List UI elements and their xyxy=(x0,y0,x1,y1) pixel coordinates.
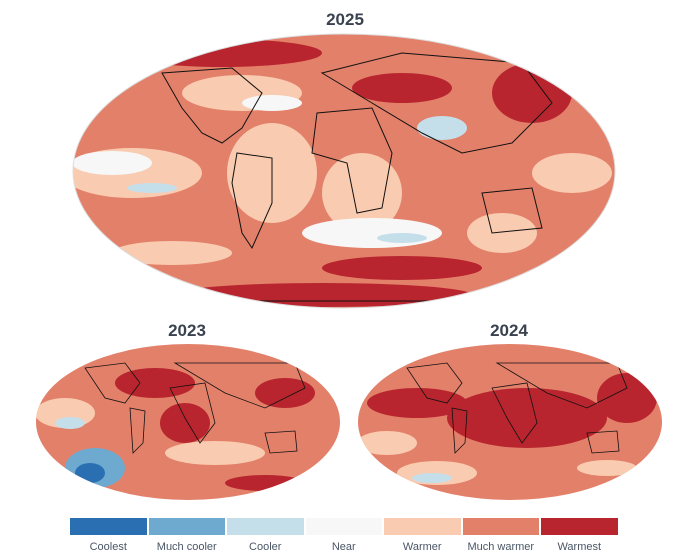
temperature-map-2025 xyxy=(72,33,616,309)
legend-swatch xyxy=(70,518,147,535)
legend-label: Much cooler xyxy=(156,541,217,553)
legend-label: Near xyxy=(331,541,356,553)
legend-swatch xyxy=(462,518,539,535)
legend-label: Much warmer xyxy=(467,541,535,553)
legend-label: Coolest xyxy=(89,541,127,553)
legend-swatch xyxy=(148,518,225,535)
legend-item-near: Near xyxy=(305,518,382,553)
legend-swatch xyxy=(305,518,382,535)
legend-item-much-warmer: Much warmer xyxy=(462,518,539,553)
legend-label: Cooler xyxy=(249,541,282,553)
legend-swatch xyxy=(227,518,304,535)
map-title-2024: 2024 xyxy=(490,321,528,340)
legend-item-much-cooler: Much cooler xyxy=(148,518,225,553)
temperature-map-2023 xyxy=(36,344,340,500)
legend-swatch xyxy=(541,518,618,535)
legend-item-warmer: Warmer xyxy=(384,518,461,553)
map-title-2025: 2025 xyxy=(326,10,364,29)
map-title-2023: 2023 xyxy=(168,321,206,340)
temperature-map-2024 xyxy=(358,344,662,500)
legend-label: Warmer xyxy=(402,541,442,553)
legend-item-coolest: Coolest xyxy=(70,518,147,553)
legend-item-cooler: Cooler xyxy=(227,518,304,553)
legend-item-warmest: Warmest xyxy=(541,518,618,553)
legend-swatch xyxy=(384,518,461,535)
legend-label: Warmest xyxy=(557,541,602,553)
color-legend: Coolest Much cooler Cooler Near Warmer M… xyxy=(70,518,618,553)
